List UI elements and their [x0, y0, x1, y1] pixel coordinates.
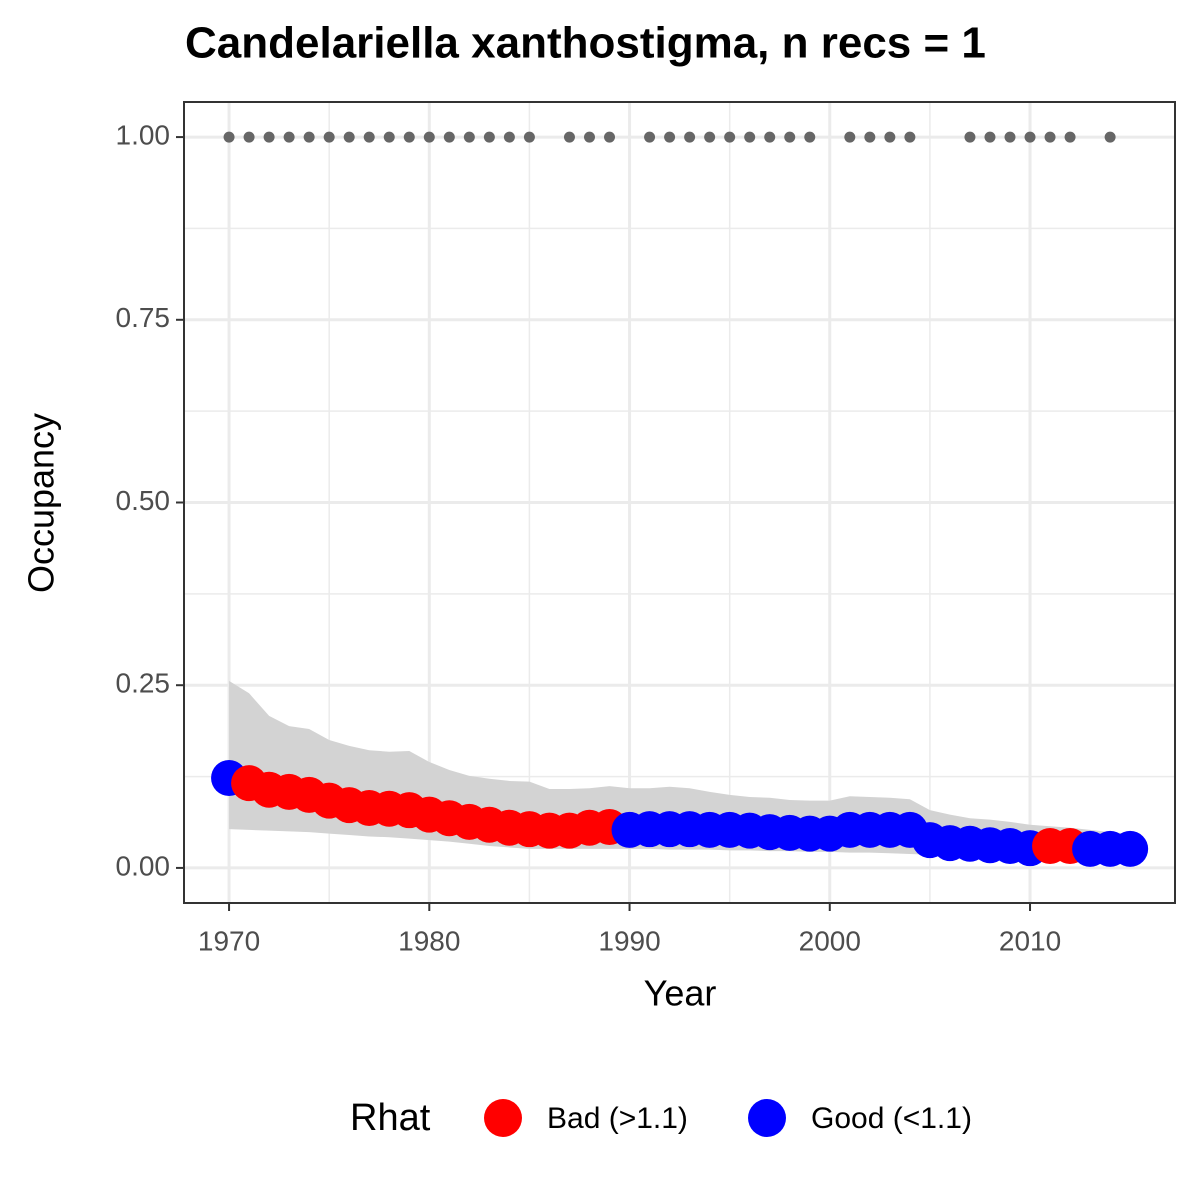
y-tick-label: 0.25	[116, 668, 171, 699]
record-point	[503, 131, 515, 143]
record-point	[744, 131, 756, 143]
record-point	[383, 131, 395, 143]
record-point	[563, 131, 575, 143]
legend-label: Good (<1.1)	[811, 1102, 972, 1135]
record-point	[363, 131, 375, 143]
record-point	[884, 131, 896, 143]
record-point	[964, 131, 976, 143]
record-point	[443, 131, 455, 143]
legend-label: Bad (>1.1)	[547, 1102, 688, 1135]
record-point	[403, 131, 415, 143]
record-point	[303, 131, 315, 143]
record-point	[784, 131, 796, 143]
record-point	[1024, 131, 1036, 143]
record-point	[604, 131, 616, 143]
occupancy-point	[1112, 830, 1149, 867]
y-tick-label: 0.50	[116, 485, 171, 516]
y-tick-label: 0.75	[116, 302, 171, 333]
record-point	[283, 131, 295, 143]
record-point	[904, 131, 916, 143]
legend-key	[484, 1099, 522, 1137]
record-point	[984, 131, 996, 143]
record-point	[323, 131, 335, 143]
record-point	[704, 131, 716, 143]
y-tick-label: 0.00	[116, 850, 171, 881]
chart-title: Candelariella xanthostigma, n recs = 1	[185, 19, 986, 68]
record-point	[844, 131, 856, 143]
record-point	[223, 131, 235, 143]
x-axis-title: Year	[644, 973, 717, 1014]
record-point	[684, 131, 696, 143]
record-point	[483, 131, 495, 143]
legend-key	[748, 1099, 786, 1137]
y-tick-label: 1.00	[116, 119, 171, 150]
record-point	[243, 131, 255, 143]
record-point	[583, 131, 595, 143]
record-point	[1044, 131, 1056, 143]
record-point	[343, 131, 355, 143]
record-point	[423, 131, 435, 143]
x-tick-label: 1980	[398, 925, 460, 956]
record-point	[463, 131, 475, 143]
record-point	[804, 131, 816, 143]
x-tick-label: 1990	[598, 925, 660, 956]
record-point	[764, 131, 776, 143]
record-point	[523, 131, 535, 143]
panel-border	[183, 101, 1176, 904]
record-point	[1004, 131, 1016, 143]
legend-title: Rhat	[350, 1097, 431, 1139]
record-point	[644, 131, 656, 143]
record-point	[724, 131, 736, 143]
record-point	[864, 131, 876, 143]
record-point	[263, 131, 275, 143]
y-axis-title: Occupancy	[21, 413, 62, 593]
x-tick-label: 1970	[198, 925, 260, 956]
record-point	[1064, 131, 1076, 143]
record-point	[1104, 131, 1116, 143]
record-point	[664, 131, 676, 143]
x-tick-label: 2010	[999, 925, 1061, 956]
x-tick-label: 2000	[799, 925, 861, 956]
